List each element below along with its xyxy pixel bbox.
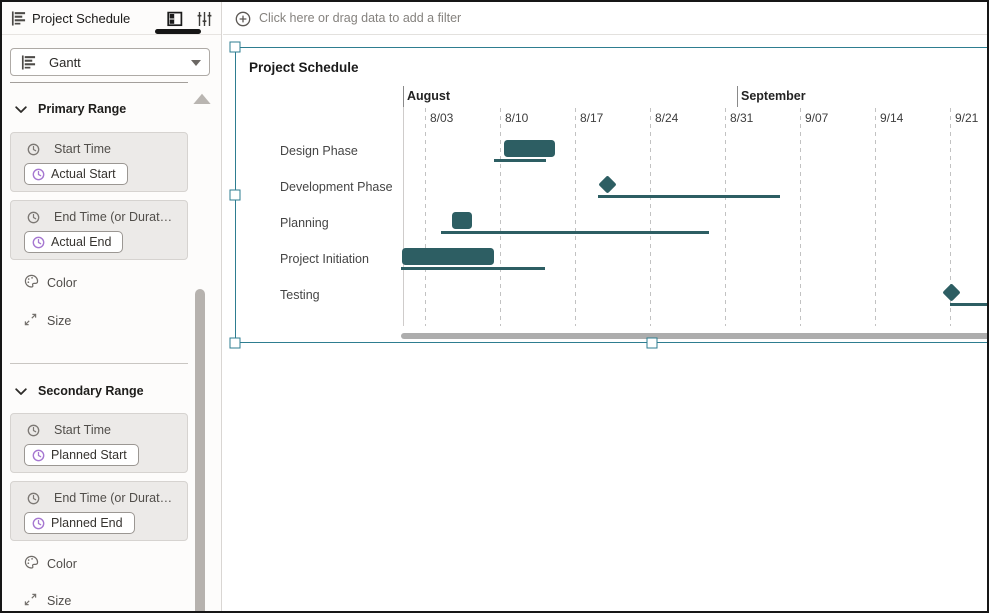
primary-range-title: Primary Range [38, 102, 127, 116]
active-tab-indicator [155, 29, 201, 34]
divider [10, 363, 188, 364]
gantt-planned-line[interactable] [598, 195, 780, 198]
tab-grammar[interactable] [163, 6, 187, 31]
gantt-milestone-diamond[interactable] [941, 282, 961, 302]
sliders-icon [197, 11, 212, 27]
tick-label: 9/14 [880, 111, 904, 125]
secondary-end-time-dropzone[interactable]: End Time (or Durat… Planned End [10, 481, 188, 541]
planned-end-pill[interactable]: Planned End [24, 512, 135, 534]
viz-type-dropdown[interactable]: Gantt [10, 48, 210, 76]
tick-gridline [800, 108, 801, 326]
tick-label: 8/24 [655, 111, 679, 125]
panel-title: Project Schedule [32, 11, 131, 26]
secondary-color-dropzone[interactable]: Color [47, 557, 77, 571]
planned-start-pill[interactable]: Planned Start [24, 444, 139, 466]
tick-gridline [425, 108, 426, 326]
gantt-hscrollbar[interactable] [401, 333, 987, 339]
sidebar-scrollbar[interactable] [195, 289, 205, 611]
tab-properties[interactable] [192, 6, 216, 31]
gantt-planned-line[interactable] [441, 231, 709, 234]
gantt-row-label: Testing [280, 288, 320, 302]
resize-handle-bottom-center[interactable] [646, 337, 658, 349]
plus-circle-icon [235, 11, 251, 27]
gantt-row-label: Project Initiation [280, 252, 369, 266]
tick-gridline [575, 108, 576, 326]
tick-gridline [725, 108, 726, 326]
tick-label: 9/21 [955, 111, 979, 125]
gantt-planned-line[interactable] [494, 159, 546, 162]
gantt-icon [11, 11, 26, 26]
tick-gridline [650, 108, 651, 326]
primary-start-time-dropzone[interactable]: Start Time Actual Start [10, 132, 188, 192]
planned-start-value: Planned Start [51, 448, 127, 462]
chart-title: Project Schedule [249, 60, 359, 75]
tick-label: 8/17 [580, 111, 604, 125]
start-time-label: Start Time [54, 423, 111, 437]
panel-divider [221, 2, 222, 611]
primary-size-dropzone[interactable]: Size [47, 314, 72, 328]
resize-handle-mid-left[interactable] [229, 189, 241, 201]
clock-icon [27, 143, 40, 156]
clock-icon [32, 236, 45, 249]
grammar-panel: Project Schedule Gantt [2, 2, 222, 611]
palette-icon [24, 555, 39, 569]
tick-label: 8/10 [505, 111, 529, 125]
month-separator [737, 86, 738, 107]
primary-color-dropzone[interactable]: Color [47, 276, 77, 290]
clock-icon [32, 449, 45, 462]
palette-icon [24, 274, 39, 288]
add-filter-label: Click here or drag data to add a filter [259, 11, 462, 25]
actual-end-pill[interactable]: Actual End [24, 231, 124, 253]
gantt-planned-line[interactable] [401, 267, 545, 270]
month-label: August [407, 89, 451, 103]
axis-line [403, 86, 404, 326]
secondary-size-dropzone[interactable]: Size [47, 594, 72, 608]
add-filter-bar[interactable]: Click here or drag data to add a filter [223, 2, 987, 35]
month-separator [403, 86, 404, 107]
collapse-chevron-icon[interactable] [15, 388, 27, 396]
clock-icon [32, 517, 45, 530]
gantt-actual-bar[interactable] [402, 248, 494, 265]
primary-end-time-dropzone[interactable]: End Time (or Durat… Actual End [10, 200, 188, 260]
actual-end-value: Actual End [51, 235, 112, 249]
collapse-chevron-icon[interactable] [15, 106, 27, 114]
gantt-planned-line[interactable] [950, 303, 987, 306]
tick-label: 9/07 [805, 111, 829, 125]
secondary-range-title: Secondary Range [38, 384, 144, 398]
secondary-start-time-dropzone[interactable]: Start Time Planned Start [10, 413, 188, 473]
start-time-label: Start Time [54, 142, 111, 156]
gantt-actual-bar[interactable] [504, 140, 555, 157]
divider [10, 82, 188, 83]
clock-icon [27, 492, 40, 505]
gantt-actual-bar[interactable] [452, 212, 472, 229]
gantt-icon [21, 55, 36, 70]
gantt-row-label: Development Phase [280, 180, 393, 194]
end-time-label: End Time (or Durat… [54, 210, 173, 224]
gantt-milestone-diamond[interactable] [597, 174, 617, 194]
tick-label: 8/31 [730, 111, 754, 125]
scroll-up-button[interactable] [192, 93, 212, 105]
tick-label: 8/03 [430, 111, 454, 125]
panel-header: Project Schedule [2, 2, 221, 35]
actual-start-value: Actual Start [51, 167, 116, 181]
month-label: September [741, 89, 806, 103]
gantt-row-label: Planning [280, 216, 329, 230]
clock-icon [27, 211, 40, 224]
size-icon [24, 593, 37, 606]
tick-gridline [875, 108, 876, 326]
clock-icon [27, 424, 40, 437]
actual-start-pill[interactable]: Actual Start [24, 163, 128, 185]
clock-icon [32, 168, 45, 181]
resize-handle-top-left[interactable] [229, 41, 241, 53]
viz-type-value: Gantt [49, 55, 81, 70]
gantt-row-label: Design Phase [280, 144, 358, 158]
planned-end-value: Planned End [51, 516, 123, 530]
resize-handle-bottom-left[interactable] [229, 337, 241, 349]
grammar-grid-icon [167, 11, 183, 27]
size-icon [24, 313, 37, 326]
end-time-label: End Time (or Durat… [54, 491, 173, 505]
chevron-down-icon [191, 60, 201, 66]
tick-gridline [500, 108, 501, 326]
